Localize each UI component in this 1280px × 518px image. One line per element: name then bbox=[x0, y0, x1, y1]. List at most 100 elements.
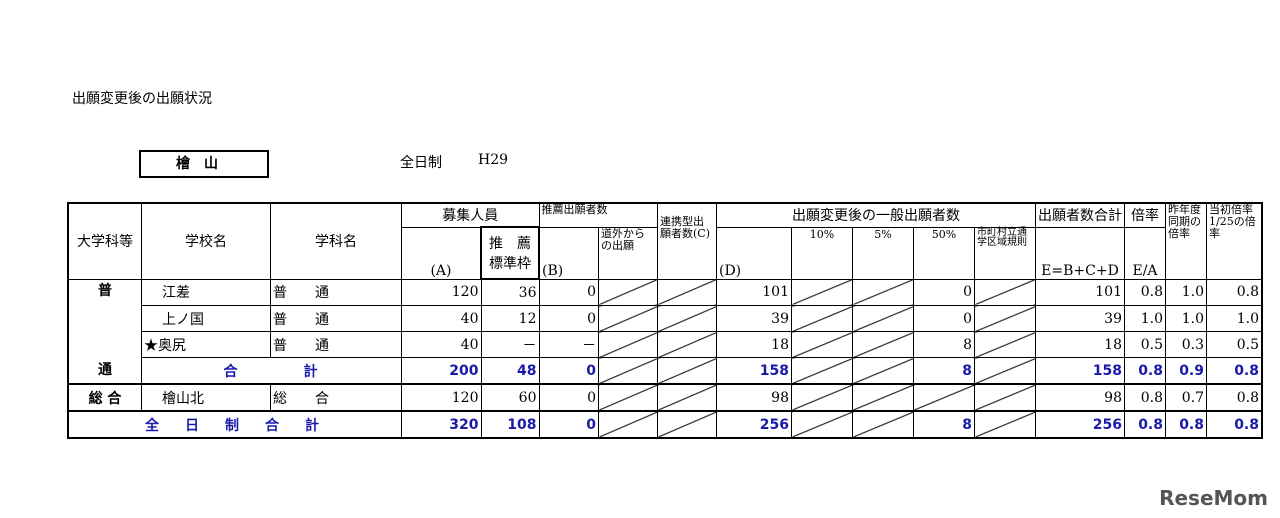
cell-b: 0 bbox=[538, 357, 599, 385]
dept-name: 総 合 bbox=[270, 383, 402, 412]
cell-50pct: 0 bbox=[913, 278, 975, 306]
area-label: 檜山 bbox=[139, 150, 269, 178]
cell-b: 0 bbox=[538, 305, 599, 332]
cell-init: 0.8 bbox=[1206, 278, 1263, 306]
resemom-logo: ReseMom bbox=[1159, 486, 1268, 510]
cell-b: 0 bbox=[538, 410, 599, 439]
header-rec-quota: 推 薦標準枠 bbox=[480, 226, 540, 280]
page-title: 出願変更後の出願状況 bbox=[72, 91, 212, 107]
cell-last: 0.3 bbox=[1165, 331, 1207, 358]
cell-empty bbox=[657, 357, 717, 385]
school-name: 檜山北 bbox=[141, 383, 271, 412]
cell-empty bbox=[657, 331, 717, 358]
cell-empty bbox=[791, 331, 853, 358]
group-sogo: 総 合 bbox=[67, 383, 142, 412]
cell-empty bbox=[974, 305, 1036, 332]
cell-empty bbox=[657, 410, 717, 439]
cell-rec: 48 bbox=[480, 357, 540, 385]
header-rec-applicants: 推薦出願者数 bbox=[538, 202, 658, 228]
cell-empty bbox=[852, 357, 914, 385]
cell-empty bbox=[974, 383, 1036, 412]
dept-name: 普 通 bbox=[270, 278, 402, 306]
header-total: 出願者数合計 bbox=[1035, 202, 1125, 228]
cell-d: 101 bbox=[716, 278, 792, 306]
cell-empty bbox=[852, 305, 914, 332]
header-ratio-formula: E/A bbox=[1124, 226, 1166, 280]
header-city: 市町村立通学区域規則 bbox=[974, 226, 1036, 280]
year-label: H29 bbox=[478, 152, 509, 168]
cell-empty bbox=[974, 278, 1036, 306]
dept-name: 普 通 bbox=[270, 331, 402, 358]
cell-empty bbox=[974, 410, 1036, 439]
cell-b: 0 bbox=[538, 383, 599, 412]
cell-ratio: 0.5 bbox=[1124, 331, 1166, 358]
cell-empty bbox=[791, 305, 853, 332]
cell-d: 18 bbox=[716, 331, 792, 358]
header-category: 大学科等 bbox=[67, 202, 142, 280]
group-general-bottom: 通 bbox=[98, 362, 112, 378]
cell-d: 98 bbox=[716, 383, 792, 412]
cell-empty bbox=[598, 305, 658, 332]
cell-e: 39 bbox=[1035, 305, 1125, 332]
cell-empty bbox=[657, 278, 717, 306]
cell-d: 256 bbox=[716, 410, 792, 439]
cell-empty bbox=[598, 278, 658, 306]
cell-last: 1.0 bbox=[1165, 305, 1207, 332]
cell-ratio: 1.0 bbox=[1124, 305, 1166, 332]
header-d: (D) bbox=[716, 226, 792, 280]
cell-empty bbox=[598, 410, 658, 439]
header-5pct: 5% bbox=[852, 226, 914, 280]
grand-total-label: 全 日 制 合 計 bbox=[67, 410, 402, 439]
school-name: 上ノ国 bbox=[141, 305, 271, 332]
cell-rec: － bbox=[480, 331, 540, 358]
header-a: (A) bbox=[401, 226, 482, 280]
cell-ratio: 0.8 bbox=[1124, 357, 1166, 385]
cell-rec: 36 bbox=[480, 278, 540, 306]
cell-50pct: 0 bbox=[913, 305, 975, 332]
cell-init: 0.8 bbox=[1206, 357, 1263, 385]
cell-empty bbox=[852, 331, 914, 358]
cell-last: 0.9 bbox=[1165, 357, 1207, 385]
cell-rec: 12 bbox=[480, 305, 540, 332]
grand-total-row: 全 日 制 合 計 320 108 0 256 8 256 0.8 0.8 0.… bbox=[67, 410, 1263, 439]
cell-empty bbox=[791, 383, 853, 412]
cell-b: 0 bbox=[538, 278, 599, 306]
cell-a: 40 bbox=[401, 305, 482, 332]
cell-init: 0.8 bbox=[1206, 383, 1263, 412]
cell-e: 256 bbox=[1035, 410, 1125, 439]
cell-empty bbox=[791, 410, 853, 439]
cell-a: 120 bbox=[401, 278, 482, 306]
cell-d: 158 bbox=[716, 357, 792, 385]
header-dept: 学科名 bbox=[270, 202, 402, 280]
header-general: 出願変更後の一般出願者数 bbox=[716, 202, 1036, 228]
table-row: 普通 江差 普 通 120 36 0 101 0 101 0.8 1.0 0.8 bbox=[67, 278, 1263, 385]
cell-a: 320 bbox=[401, 410, 482, 439]
cell-init: 0.8 bbox=[1206, 410, 1263, 439]
cell-ratio: 0.8 bbox=[1124, 278, 1166, 306]
header-10pct: 10% bbox=[791, 226, 853, 280]
cell-last: 0.8 bbox=[1165, 410, 1207, 439]
table-row: 上ノ国 普 通 40 12 0 39 0 39 1.0 1.0 1.0 bbox=[68, 305, 1263, 332]
cell-init: 0.5 bbox=[1206, 331, 1263, 358]
cell-empty bbox=[598, 383, 658, 412]
header-school: 学校名 bbox=[141, 202, 271, 280]
cell-e: 98 bbox=[1035, 383, 1125, 412]
cell-50pct: 8 bbox=[913, 331, 975, 358]
header-last-year: 昨年度同期の倍率 bbox=[1165, 202, 1207, 280]
cell-empty bbox=[598, 357, 658, 385]
subtotal-row: 合 計 200 48 0 158 8 158 0.8 0.9 0.8 bbox=[68, 357, 1263, 385]
cell-rec: 108 bbox=[480, 410, 540, 439]
cell-empty bbox=[791, 278, 853, 306]
cell-50pct: 8 bbox=[913, 357, 975, 385]
cell-e: 101 bbox=[1035, 278, 1125, 306]
table-row: ★奥尻 普 通 40 － － 18 8 18 0.5 0.3 0.5 bbox=[68, 331, 1263, 358]
cell-empty bbox=[598, 331, 658, 358]
header-outside: 道外からの出願 bbox=[598, 226, 658, 280]
cell-empty bbox=[791, 357, 853, 385]
header-b: (B) bbox=[538, 226, 599, 280]
cell-last: 1.0 bbox=[1165, 278, 1207, 306]
subtotal-label: 合 計 bbox=[141, 357, 402, 385]
header-initial: 当初倍率1/25の倍率 bbox=[1206, 202, 1263, 280]
cell-b: － bbox=[538, 331, 599, 358]
course-type: 全日制 bbox=[400, 155, 442, 171]
